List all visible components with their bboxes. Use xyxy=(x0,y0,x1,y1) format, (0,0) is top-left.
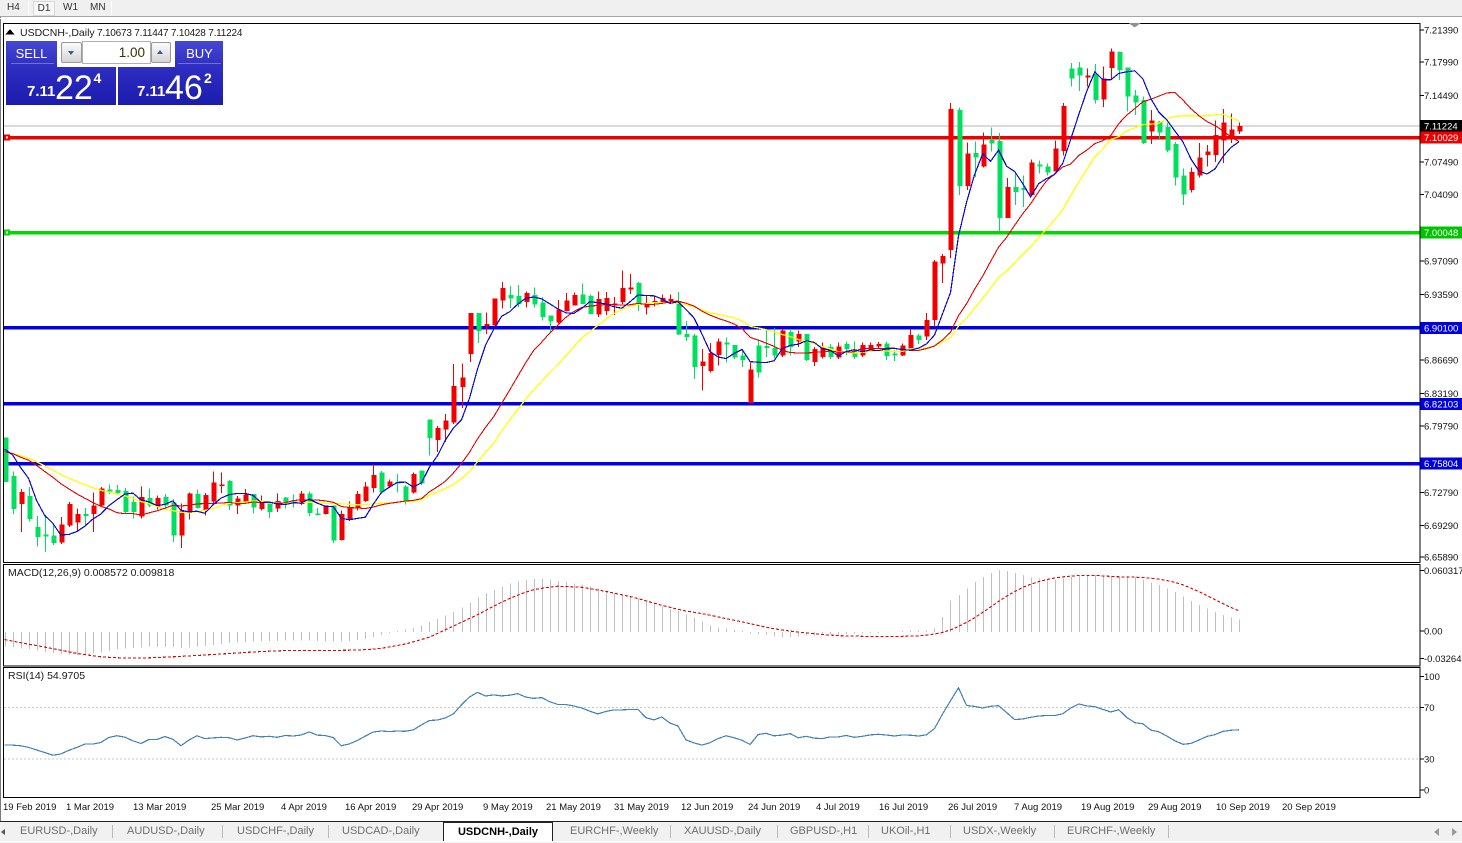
svg-text:19 Aug 2019: 19 Aug 2019 xyxy=(1081,802,1134,813)
svg-text:6.69290: 6.69290 xyxy=(1424,521,1458,532)
svg-text:12 Jun 2019: 12 Jun 2019 xyxy=(681,802,733,813)
svg-text:24 Jun 2019: 24 Jun 2019 xyxy=(748,802,800,813)
svg-text:7.00048: 7.00048 xyxy=(1424,228,1458,239)
svg-text:10 Sep 2019: 10 Sep 2019 xyxy=(1216,802,1270,813)
svg-text:6.72790: 6.72790 xyxy=(1424,488,1458,499)
svg-text:RSI(14) 54.9705: RSI(14) 54.9705 xyxy=(8,670,85,682)
svg-text:21 May 2019: 21 May 2019 xyxy=(546,802,601,813)
svg-text:4 Apr 2019: 4 Apr 2019 xyxy=(281,802,327,813)
svg-text:1 Mar 2019: 1 Mar 2019 xyxy=(66,802,114,813)
svg-text:7.11224: 7.11224 xyxy=(1424,121,1458,132)
svg-text:7.17990: 7.17990 xyxy=(1424,58,1458,69)
svg-text:31 May 2019: 31 May 2019 xyxy=(614,802,669,813)
svg-text:7.21390: 7.21390 xyxy=(1424,25,1458,36)
svg-text:13 Mar 2019: 13 Mar 2019 xyxy=(133,802,186,813)
svg-text:6.86690: 6.86690 xyxy=(1424,356,1458,367)
svg-text:16 Apr 2019: 16 Apr 2019 xyxy=(345,802,396,813)
svg-text:6.97090: 6.97090 xyxy=(1424,257,1458,268)
svg-text:0: 0 xyxy=(1424,786,1429,797)
svg-text:7.10673 7.11447 7.10428 7.1122: 7.10673 7.11447 7.10428 7.11224 xyxy=(97,28,243,39)
svg-text:7.10029: 7.10029 xyxy=(1424,133,1458,144)
svg-text:6.75804: 6.75804 xyxy=(1424,459,1458,470)
svg-text:6.65890: 6.65890 xyxy=(1424,553,1458,564)
svg-text:9 May 2019: 9 May 2019 xyxy=(483,802,533,813)
svg-text:6.82103: 6.82103 xyxy=(1424,399,1458,410)
svg-text:6.83190: 6.83190 xyxy=(1424,389,1458,400)
svg-text:USDCNH-,Daily: USDCNH-,Daily xyxy=(20,27,95,39)
svg-text:7.14490: 7.14490 xyxy=(1424,91,1458,102)
svg-text:30: 30 xyxy=(1424,755,1435,766)
svg-text:25 Mar 2019: 25 Mar 2019 xyxy=(211,802,264,813)
svg-text:MACD(12,26,9) 0.008572 0.00981: MACD(12,26,9) 0.008572 0.009818 xyxy=(8,567,175,579)
svg-text:29 Apr 2019: 29 Apr 2019 xyxy=(412,802,463,813)
svg-text:0.060317: 0.060317 xyxy=(1424,566,1462,577)
svg-text:70: 70 xyxy=(1424,703,1435,714)
svg-text:19 Feb 2019: 19 Feb 2019 xyxy=(3,802,56,813)
svg-text:6.93590: 6.93590 xyxy=(1424,290,1458,301)
svg-text:26 Jul 2019: 26 Jul 2019 xyxy=(948,802,997,813)
svg-text:20 Sep 2019: 20 Sep 2019 xyxy=(1282,802,1336,813)
svg-text:7 Aug 2019: 7 Aug 2019 xyxy=(1014,802,1062,813)
svg-text:16 Jul 2019: 16 Jul 2019 xyxy=(879,802,928,813)
svg-text:0.00: 0.00 xyxy=(1424,627,1443,638)
svg-text:100: 100 xyxy=(1424,672,1440,683)
svg-text:6.79790: 6.79790 xyxy=(1424,421,1458,432)
svg-text:6.90100: 6.90100 xyxy=(1424,323,1458,334)
svg-text:-0.032648: -0.032648 xyxy=(1424,654,1462,665)
svg-text:7.07490: 7.07490 xyxy=(1424,158,1458,169)
svg-text:7.04090: 7.04090 xyxy=(1424,190,1458,201)
svg-text:29 Aug 2019: 29 Aug 2019 xyxy=(1148,802,1201,813)
svg-text:4 Jul 2019: 4 Jul 2019 xyxy=(816,802,860,813)
